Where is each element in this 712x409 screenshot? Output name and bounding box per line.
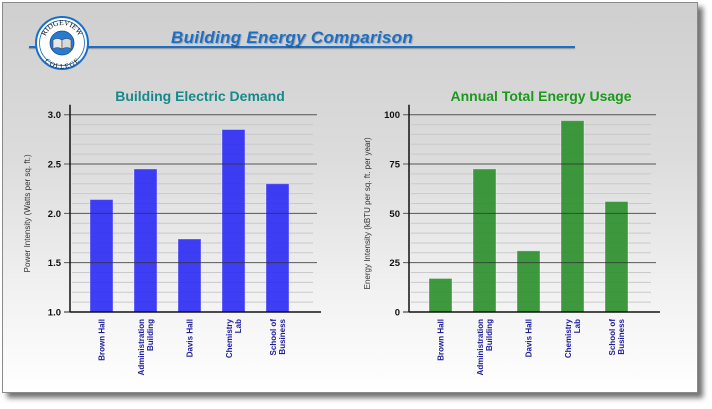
y-tick-label: 1.0 [48, 308, 61, 319]
x-category-label-line: Administration [137, 319, 146, 376]
x-category-label-line: Lab [234, 319, 243, 333]
x-category-label: AdministrationBuilding [137, 319, 155, 376]
x-category-label: AdministrationBuilding [476, 319, 494, 376]
y-tick-label: 50 [389, 209, 400, 220]
x-category-label: Davis Hall [186, 319, 195, 357]
open-book-icon [52, 38, 72, 50]
y-tick-label: 100 [384, 110, 400, 121]
bar [516, 250, 541, 313]
x-category-label-line: Brown Hall [437, 319, 446, 361]
x-category-label: Brown Hall [437, 319, 446, 361]
x-category-label: School ofBusiness [269, 318, 287, 355]
header-rule [29, 46, 575, 48]
y-axis-title: Power Intensity (Watts per sq. ft.) [23, 154, 32, 272]
bar [472, 168, 497, 313]
x-category-label-line: School of [269, 319, 278, 356]
y-tick-label: 0 [395, 308, 400, 319]
x-category-label-line: Chemistry [564, 318, 573, 358]
chart-title: Annual Total Energy Usage [451, 88, 632, 104]
bar [604, 201, 629, 313]
x-category-label-line: Business [617, 318, 626, 354]
x-category-label: ChemistryLab [225, 318, 243, 358]
y-tick-label: 3.0 [48, 110, 61, 121]
bar [560, 120, 585, 313]
x-category-label: ChemistryLab [564, 318, 582, 358]
bar [428, 277, 453, 313]
y-axis-title: Energy Intensity (kBTU per sq. ft. per y… [363, 137, 372, 289]
x-category-label: School ofBusiness [608, 318, 626, 355]
x-category-label-line: Building [146, 319, 155, 351]
x-category-label-line: Business [278, 318, 287, 354]
x-category-label-line: Chemistry [225, 318, 234, 358]
x-category-label-line: Building [485, 319, 494, 351]
x-category-label-line: Davis Hall [525, 319, 534, 357]
y-tick-label: 1.5 [48, 258, 62, 269]
x-category-label-line: Lab [573, 319, 582, 333]
chart-title: Building Electric Demand [115, 88, 285, 104]
x-category-label: Brown Hall [98, 319, 107, 361]
y-tick-label: 75 [389, 160, 400, 171]
y-tick-label: 25 [389, 258, 400, 269]
x-category-label-line: Administration [476, 319, 485, 376]
x-category-label: Davis Hall [525, 319, 534, 357]
x-category-label-line: Davis Hall [186, 319, 195, 357]
x-category-label-line: School of [608, 319, 617, 356]
y-tick-label: 2.0 [48, 209, 61, 220]
college-logo: RIDGEVIEW COLLEGE [35, 16, 89, 70]
y-tick-label: 2.5 [48, 160, 62, 171]
x-category-label-line: Brown Hall [98, 319, 107, 361]
page-title: Building Energy Comparison [171, 28, 414, 47]
